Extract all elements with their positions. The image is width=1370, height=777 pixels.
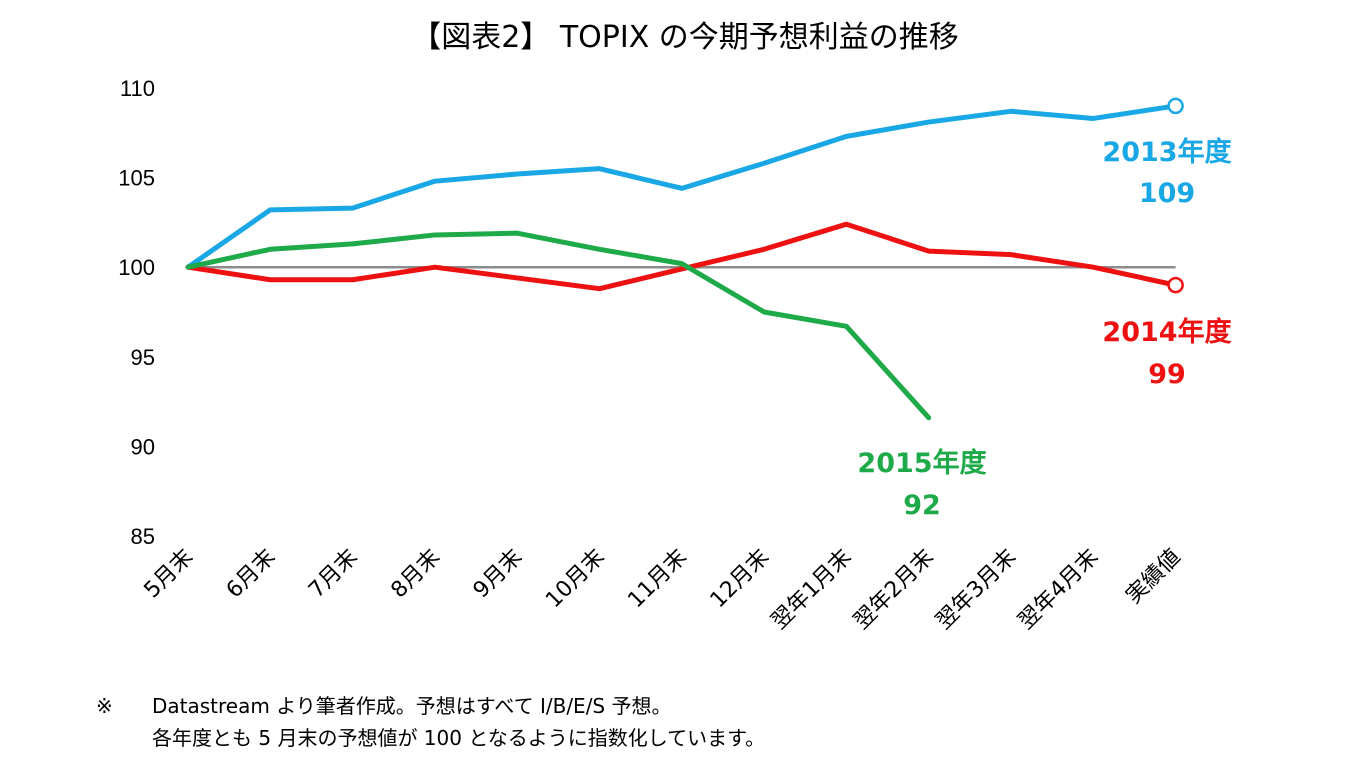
x-tick-label: 9月末	[469, 545, 528, 604]
y-tick-label: 100	[118, 255, 155, 280]
note-line-1: Datastream より筆者作成。予想はすべて I/B/E/S 予想。	[152, 694, 672, 718]
line-chart: 【図表2】 TOPIX の今期予想利益の推移 110 105 100 95 90 85 5…	[118, 20, 1231, 635]
series-name-label-1: 2014年度	[1102, 316, 1231, 348]
x-tick-label: 8月末	[386, 545, 445, 604]
x-tick-label: 翌年3月末	[931, 545, 1021, 635]
x-tick-label: 12月末	[706, 545, 775, 614]
series-line-1	[185, 221, 1179, 292]
end-marker-0	[1167, 97, 1184, 115]
x-tick-label: 翌年4月末	[1014, 545, 1104, 635]
x-tick-label: 11月末	[623, 545, 692, 614]
series-value-label-1: 99	[1148, 359, 1186, 390]
x-tick-label: 6月末	[222, 545, 281, 604]
source-notes: ※ Datastream より筆者作成。予想はすべて I/B/E/S 予想。 各…	[96, 690, 765, 754]
note-mark: ※	[96, 694, 113, 718]
x-tick-label: 5月末	[140, 545, 199, 604]
x-tick-label: 翌年1月末	[767, 545, 857, 635]
series-name-label-0: 2013年度	[1102, 136, 1231, 168]
x-tick-label: 翌年2月末	[849, 545, 939, 635]
x-tick-label: 実績値	[1121, 545, 1185, 609]
x-tick-label: 7月末	[304, 545, 363, 604]
note-line-2: 各年度とも 5 月末の予想値が 100 となるように指数化しています。	[152, 726, 766, 750]
series-lines	[185, 97, 1184, 421]
chart-title: 【図表2】 TOPIX の今期予想利益の推移	[411, 20, 959, 55]
y-tick-label: 110	[120, 76, 155, 101]
y-tick-label: 85	[131, 524, 155, 549]
x-axis: 5月末 6月末 7月末 8月末 9月末 10月末 11月末 12月末翌年1月末翌年2月末翌年3…	[140, 545, 1186, 635]
series-end-labels: 2013年度 109 2014年度 99 2015年度 92	[857, 136, 1231, 521]
series-line-0	[185, 103, 1179, 270]
x-tick-label: 10月末	[541, 545, 610, 614]
series-line-2	[185, 230, 932, 421]
y-axis: 110 105 100 95 90 85	[118, 76, 155, 549]
series-value-label-0: 109	[1139, 178, 1195, 209]
end-marker-1	[1167, 276, 1184, 294]
series-name-label-2: 2015年度	[857, 447, 986, 479]
y-tick-label: 95	[131, 345, 155, 370]
y-tick-label: 105	[118, 166, 155, 191]
series-value-label-2: 92	[903, 490, 941, 521]
y-tick-label: 90	[131, 434, 155, 459]
